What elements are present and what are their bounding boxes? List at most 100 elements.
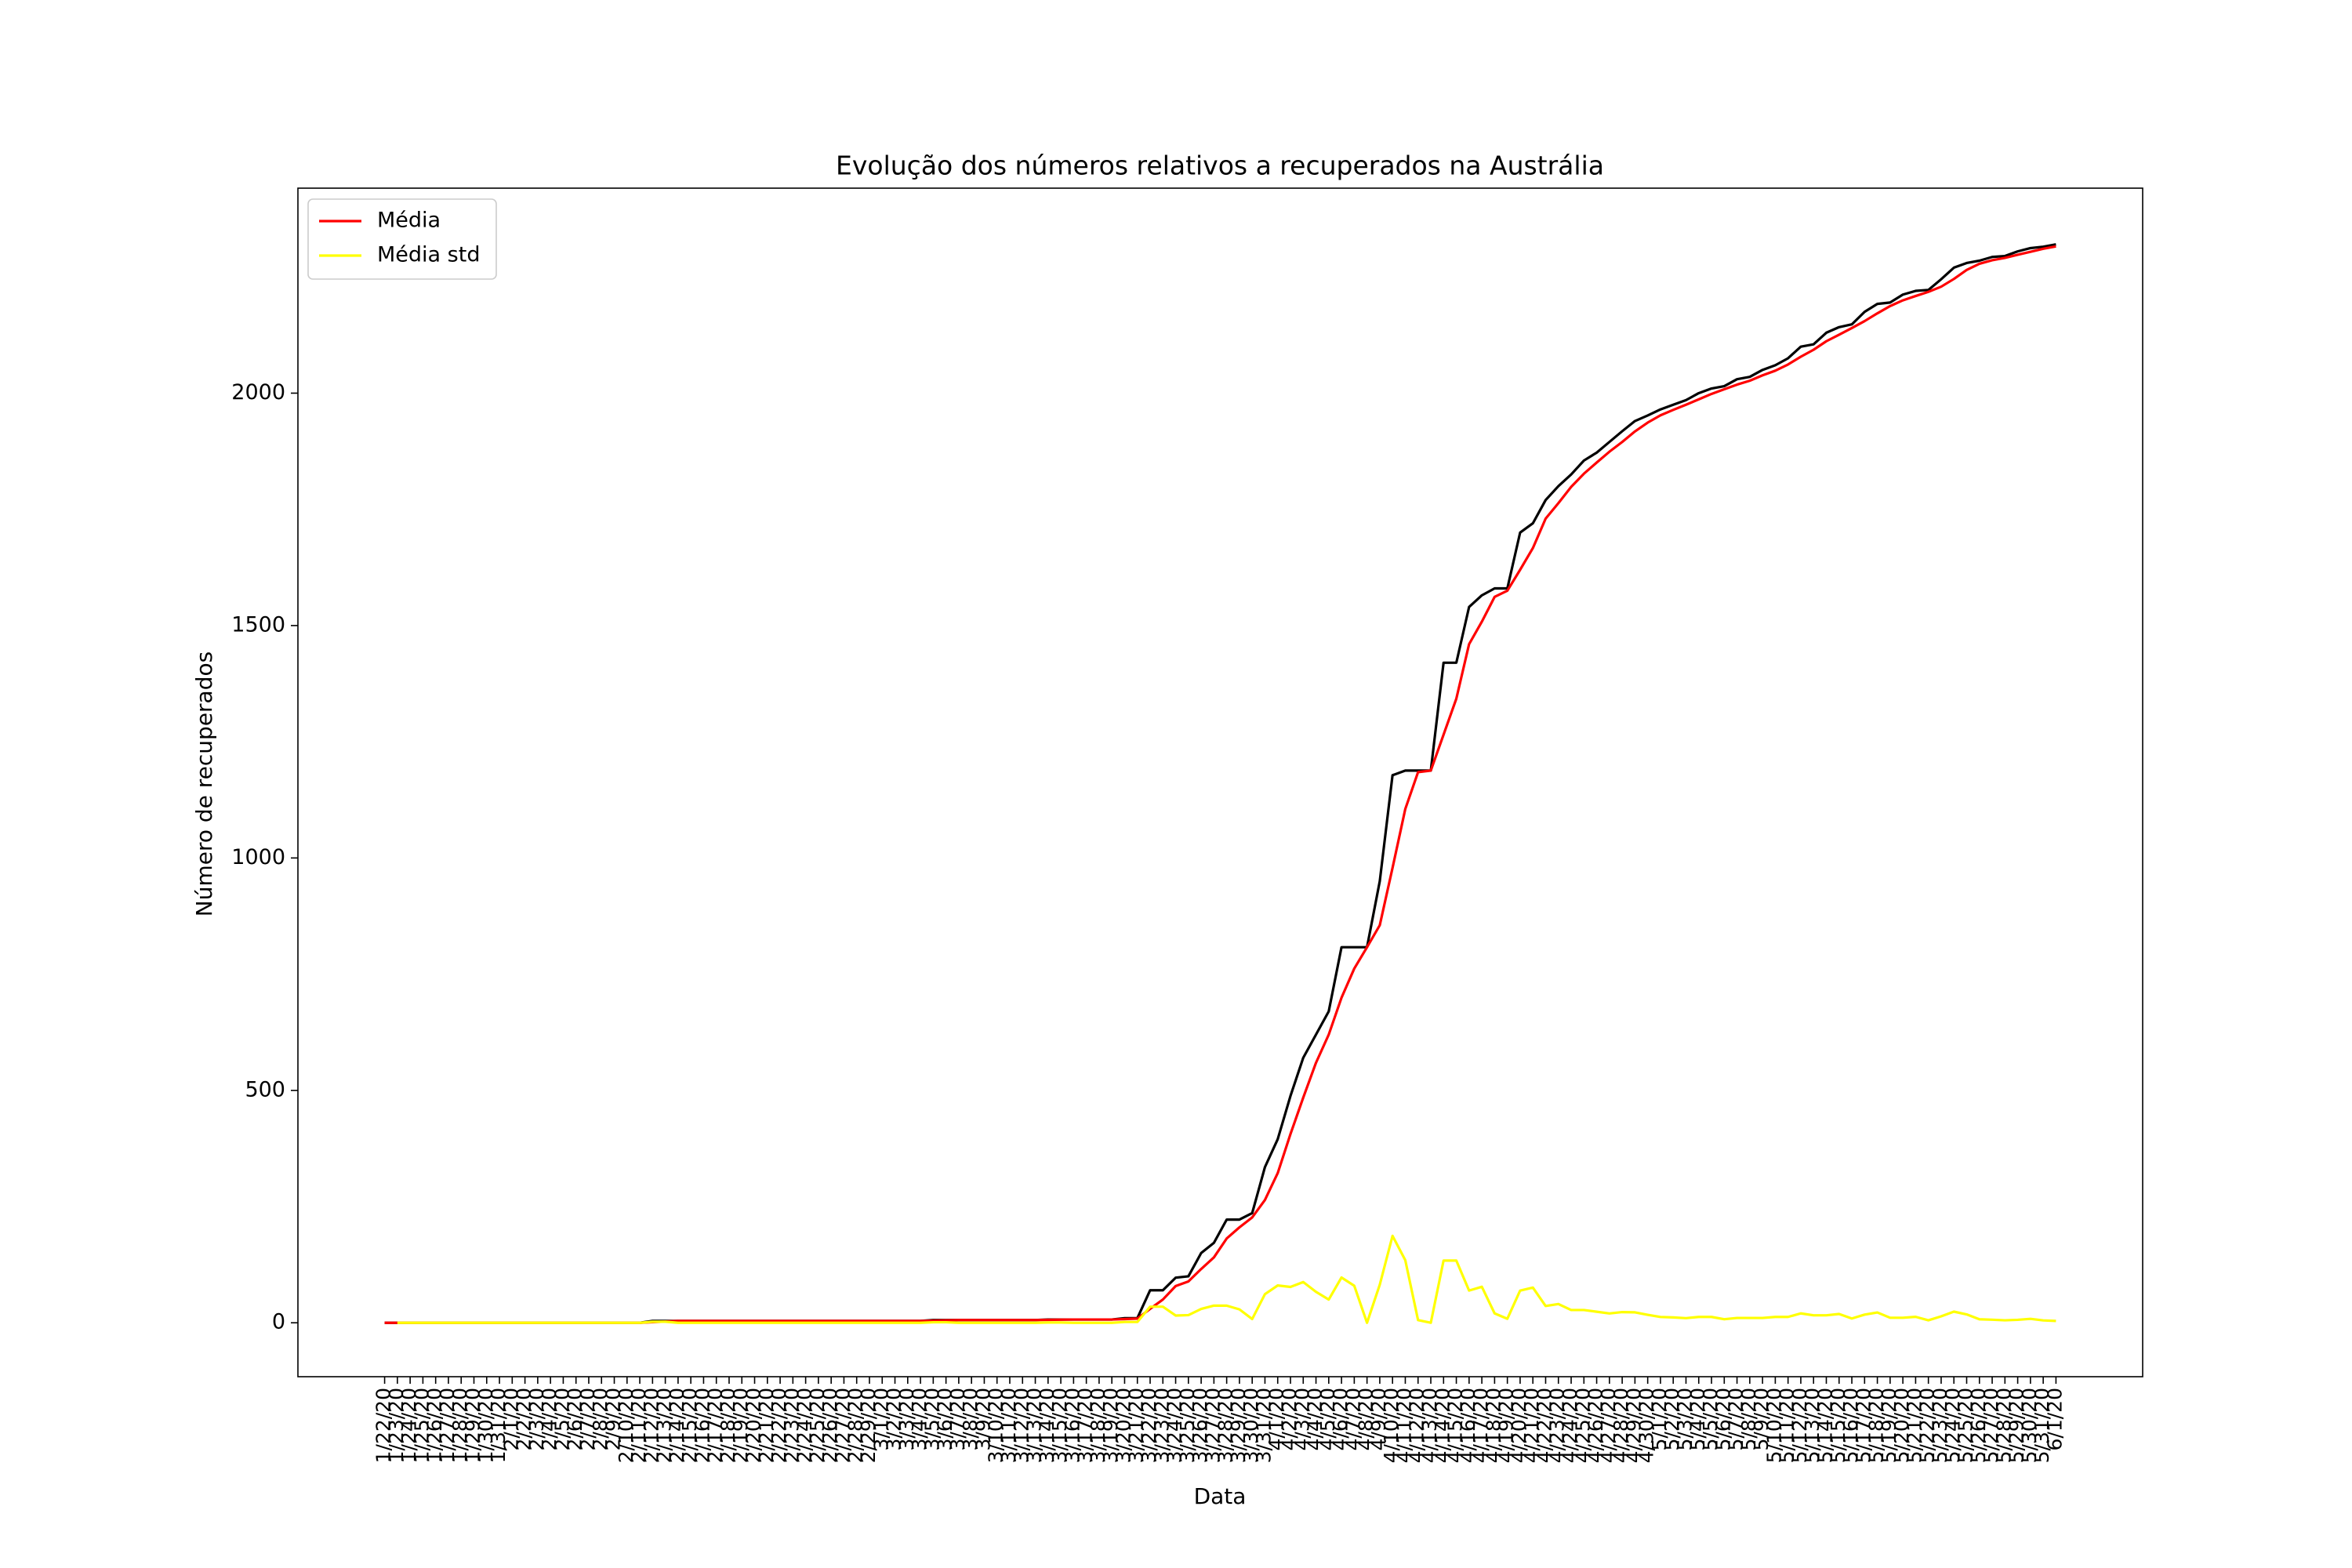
x-tick-label: 3/1/20 — [869, 1388, 892, 1450]
x-tick-label: 2/27/20 — [831, 1388, 854, 1463]
x-tick-label: 5/2/20 — [1661, 1388, 1683, 1450]
x-tick-label: 5/22/20 — [1916, 1388, 1939, 1463]
x-tick-label: 5/15/20 — [1827, 1388, 1849, 1463]
x-tick-label: 3/4/20 — [908, 1388, 931, 1450]
x-tick-label: 1/23/20 — [385, 1388, 408, 1463]
x-tick-label: 5/3/20 — [1673, 1388, 1696, 1450]
x-tick-label: 2/6/20 — [564, 1388, 586, 1450]
x-tick-label: 2/15/20 — [678, 1388, 701, 1463]
x-tick-label: 5/29/20 — [2005, 1388, 2028, 1463]
x-tick-label: 2/19/20 — [729, 1388, 752, 1463]
x-tick-label: 5/17/20 — [1852, 1388, 1875, 1463]
x-tick-label: 3/16/20 — [1061, 1388, 1083, 1463]
x-tick-label: 2/8/20 — [589, 1388, 612, 1450]
x-tick-label: 4/21/20 — [1520, 1388, 1543, 1463]
x-tick-label: 5/26/20 — [1967, 1388, 1990, 1463]
x-tick-label: 1/31/20 — [487, 1388, 510, 1463]
x-tick-label: 2/26/20 — [818, 1388, 841, 1463]
x-tick-label: 3/13/20 — [1023, 1388, 1046, 1463]
x-tick-label: 3/6/20 — [934, 1388, 956, 1450]
x-tick-label: 5/13/20 — [1801, 1388, 1824, 1463]
x-tick-label: 3/7/20 — [946, 1388, 969, 1450]
legend-label: Média std — [377, 243, 480, 267]
x-tick-label: 3/23/20 — [1150, 1388, 1173, 1463]
x-tick-label: 2/24/20 — [793, 1388, 816, 1463]
x-tick-label: 5/7/20 — [1725, 1388, 1748, 1450]
x-tick-label: 2/2/20 — [513, 1388, 535, 1450]
x-tick-label: 1/24/20 — [397, 1388, 420, 1463]
x-tick-label: 4/1/20 — [1265, 1388, 1288, 1450]
x-tick-label: 1/28/20 — [448, 1388, 471, 1463]
x-tick-label: 3/10/20 — [985, 1388, 1007, 1463]
x-tick-label: 4/15/20 — [1444, 1388, 1467, 1463]
x-tick-label: 3/27/20 — [1201, 1388, 1224, 1463]
x-tick-label: 5/25/20 — [1954, 1388, 1976, 1463]
x-tick-label: 2/28/20 — [844, 1388, 867, 1463]
x-tick-label: 5/19/20 — [1878, 1388, 1900, 1463]
x-tick-label: 2/11/20 — [627, 1388, 650, 1463]
x-tick-label: 2/23/20 — [780, 1388, 803, 1463]
x-tick-label: 2/5/20 — [550, 1388, 573, 1450]
x-tick-label: 1/25/20 — [410, 1388, 433, 1463]
x-tick-label: 2/29/20 — [857, 1388, 880, 1463]
x-axis-label: Data — [1194, 1483, 1247, 1509]
x-tick-label: 4/7/20 — [1341, 1388, 1364, 1450]
x-tick-label: 5/6/20 — [1711, 1388, 1734, 1450]
x-tick-label: 5/9/20 — [1750, 1388, 1773, 1450]
x-tick-label: 2/22/20 — [768, 1388, 790, 1463]
x-tick-label: 3/24/20 — [1163, 1388, 1186, 1463]
x-tick-label: 4/9/20 — [1367, 1388, 1390, 1450]
x-tick-label: 4/5/20 — [1316, 1388, 1339, 1450]
x-tick-label: 3/21/20 — [1125, 1388, 1148, 1463]
x-tick-label: 3/30/20 — [1240, 1388, 1262, 1463]
x-tick-label: 3/5/20 — [920, 1388, 943, 1450]
x-tick-label: 3/31/20 — [1252, 1388, 1275, 1463]
x-tick-label: 3/25/20 — [1176, 1388, 1199, 1463]
x-tick-label: 3/15/20 — [1048, 1388, 1071, 1463]
x-tick-label: 2/21/20 — [755, 1388, 778, 1463]
x-tick-label: 4/29/20 — [1622, 1388, 1645, 1463]
x-tick-label: 2/13/20 — [653, 1388, 676, 1463]
x-tick-label: 3/29/20 — [1227, 1388, 1250, 1463]
x-tick-label: 5/21/20 — [1903, 1388, 1926, 1463]
x-tick-label: 3/22/20 — [1138, 1388, 1160, 1463]
x-tick-label: 4/3/20 — [1290, 1388, 1313, 1450]
x-tick-label: 4/10/20 — [1380, 1388, 1403, 1463]
chart-title: Evolução dos números relativos a recuper… — [836, 151, 1604, 181]
x-tick-label: 3/26/20 — [1189, 1388, 1211, 1463]
x-tick-label: 3/17/20 — [1074, 1388, 1097, 1463]
x-tick-label: 4/28/20 — [1610, 1388, 1632, 1463]
x-tick-label: 4/18/20 — [1482, 1388, 1504, 1463]
x-tick-label: 5/28/20 — [1992, 1388, 2015, 1463]
x-tick-label: 3/3/20 — [895, 1388, 918, 1450]
x-tick-label: 2/4/20 — [538, 1388, 561, 1450]
y-axis-label: Número de recuperados — [191, 652, 217, 916]
axes-frame — [297, 187, 2143, 1377]
x-tick-label: 4/12/20 — [1406, 1388, 1428, 1463]
x-tick-label: 3/28/20 — [1214, 1388, 1237, 1463]
x-tick-label: 5/1/20 — [1648, 1388, 1671, 1450]
x-tick-label: 5/4/20 — [1686, 1388, 1709, 1450]
x-tick-label: 4/14/20 — [1431, 1388, 1454, 1463]
x-tick-label: 1/22/20 — [372, 1388, 395, 1463]
x-tick-label: 3/20/20 — [1112, 1388, 1134, 1463]
x-tick-label: 5/5/20 — [1699, 1388, 1722, 1450]
x-tick-label: 4/25/20 — [1571, 1388, 1594, 1463]
x-tick-label: 4/26/20 — [1584, 1388, 1607, 1463]
x-tick-label: 4/24/20 — [1559, 1388, 1581, 1463]
x-tick-label: 4/2/20 — [1278, 1388, 1301, 1450]
x-tick-label: 5/18/20 — [1865, 1388, 1888, 1463]
x-tick-label: 2/25/20 — [806, 1388, 829, 1463]
x-tick-label: 4/19/20 — [1495, 1388, 1518, 1463]
x-tick-label: 4/22/20 — [1533, 1388, 1555, 1463]
x-tick-label: 4/17/20 — [1469, 1388, 1492, 1463]
x-tick-label: 2/7/20 — [576, 1388, 599, 1450]
y-tick-label: 0 — [272, 1310, 285, 1334]
x-tick-label: 2/12/20 — [640, 1388, 662, 1463]
x-tick-label: 4/4/20 — [1304, 1388, 1327, 1450]
x-tick-label: 1/29/20 — [462, 1388, 485, 1463]
x-tick-label: 3/8/20 — [959, 1388, 982, 1450]
x-tick-label: 1/30/20 — [474, 1388, 497, 1463]
x-tick-label: 5/11/20 — [1776, 1388, 1798, 1463]
